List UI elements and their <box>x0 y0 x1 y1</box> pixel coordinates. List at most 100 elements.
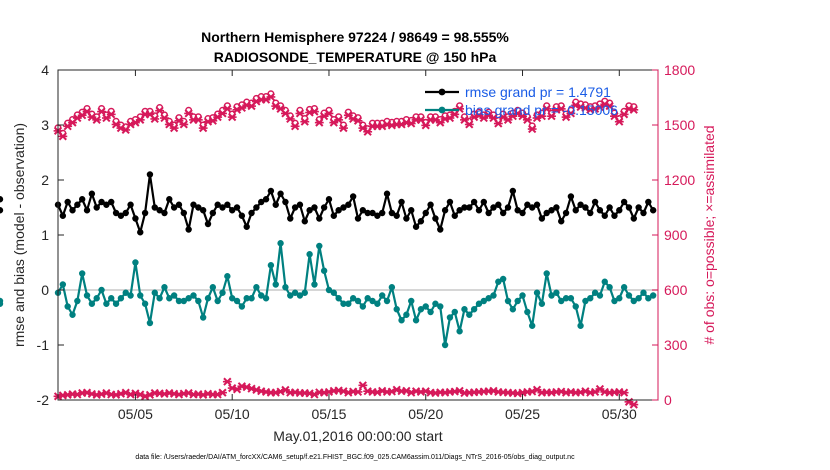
rmse-point <box>112 209 120 217</box>
bias-point <box>388 284 396 291</box>
rmse-point <box>190 201 197 208</box>
bias-point <box>548 292 555 299</box>
bias-point <box>199 314 207 321</box>
bias-point <box>528 322 536 329</box>
rmse-point <box>78 196 86 203</box>
obs-assimilated-point <box>353 387 363 397</box>
obs-assimilated-point <box>227 113 237 122</box>
bias-point <box>127 292 134 299</box>
rmse-point <box>170 204 178 211</box>
bias-point <box>277 240 284 247</box>
rmse-point <box>562 209 570 217</box>
rmse-point <box>417 218 425 225</box>
rmse-point <box>340 204 347 211</box>
rmse-point <box>98 198 105 206</box>
obs-assimilated-point <box>547 112 556 121</box>
legend-entry-bias: bias grand pr = -0.15006 <box>425 102 618 118</box>
bias-point <box>287 292 294 299</box>
legend-marker-bias <box>438 106 446 114</box>
bias-point <box>137 292 144 299</box>
rmse-point <box>635 204 642 211</box>
rmse-point <box>528 204 536 211</box>
rmse-point <box>146 171 154 178</box>
bias-point <box>422 303 429 310</box>
bias-point <box>243 295 250 302</box>
rmse-point <box>316 215 323 222</box>
plot-area <box>58 70 658 400</box>
rmse-point <box>383 190 391 197</box>
right-tick-label: 0 <box>664 392 672 408</box>
rmse-point <box>151 204 158 211</box>
rmse-point <box>354 215 362 222</box>
bias-point <box>151 289 158 296</box>
bias-point <box>582 297 589 305</box>
rmse-point <box>88 190 96 197</box>
rmse-point <box>253 204 260 211</box>
bias-point <box>345 300 352 307</box>
obs-assimilated-point <box>92 115 102 124</box>
rmse-point <box>258 198 265 206</box>
left-axis-label: rmse and bias (model - observation) <box>11 123 27 347</box>
rmse-point <box>504 204 512 211</box>
rmse-point <box>582 204 589 211</box>
rmse-point <box>649 207 657 214</box>
rmse-point <box>533 201 541 208</box>
rmse-point <box>611 212 618 219</box>
bias-point <box>475 300 483 307</box>
bias-point <box>233 297 241 305</box>
x-tick-label: 05/20 <box>408 406 443 422</box>
bias-point <box>403 311 410 318</box>
obs-assimilated-point <box>266 92 276 102</box>
rmse-point <box>233 204 241 211</box>
obs-assimilated-point <box>193 115 203 124</box>
obs-assimilated-point <box>556 104 566 113</box>
rmse-point <box>461 204 468 211</box>
obs-assimilated-point <box>493 119 503 128</box>
bias-point <box>0 300 4 307</box>
rmse-point <box>490 204 497 211</box>
bias-point <box>330 289 338 296</box>
bias-point <box>461 306 468 313</box>
rmse-point <box>620 198 628 206</box>
series-bias <box>0 240 657 349</box>
bias-point <box>611 297 618 305</box>
series-group <box>0 90 657 409</box>
rmse-point <box>543 209 550 217</box>
x-tick-label: 05/05 <box>118 406 153 422</box>
bias-point <box>112 300 120 307</box>
bias-point <box>301 289 308 296</box>
bias-point <box>209 284 217 291</box>
left-tick-label: 3 <box>41 117 49 133</box>
left-tick-label: 0 <box>41 282 49 298</box>
chart-subtitle: RADIOSONDE_TEMPERATURE @ 150 hPa <box>214 49 497 65</box>
bias-point <box>103 300 110 307</box>
obs-assimilated-point <box>179 120 189 129</box>
bias-point <box>108 295 115 302</box>
left-tick-label: -2 <box>37 392 50 408</box>
right-tick-label: 600 <box>664 282 688 298</box>
bias-point <box>572 303 579 310</box>
left-tick-label: -1 <box>37 337 50 353</box>
bias-point <box>156 295 163 302</box>
rmse-point <box>335 207 342 214</box>
bias-point <box>228 295 236 302</box>
rmse-point <box>262 196 270 203</box>
legend-entry-rmse: rmse grand pr = 1.4791 <box>425 84 611 100</box>
rmse-point <box>480 198 488 206</box>
bias-point <box>427 308 434 316</box>
bias-point <box>195 297 202 305</box>
bias-point <box>374 300 381 307</box>
rmse-point <box>209 209 217 217</box>
bias-point <box>562 295 570 302</box>
rmse-point <box>446 198 454 206</box>
rmse-point <box>0 207 4 214</box>
obs-assimilated-point <box>455 104 465 113</box>
rmse-point <box>499 209 507 217</box>
bias-point <box>412 317 420 324</box>
obs-assimilated-point <box>222 104 232 113</box>
bias-point <box>606 284 613 291</box>
bias-point <box>649 292 657 299</box>
bias-point <box>504 297 512 305</box>
